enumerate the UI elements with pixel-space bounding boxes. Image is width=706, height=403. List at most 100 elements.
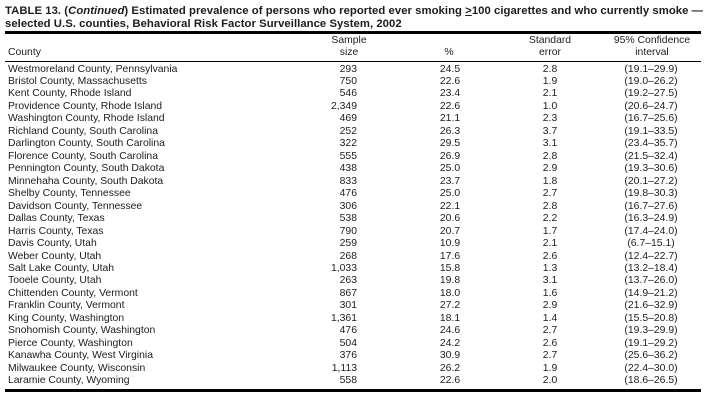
cell-confidence-interval: (19.1–29.9): [624, 63, 678, 75]
table-row: Salt Lake County, Utah 1,033 15.8 1.3 (1…: [0, 263, 706, 275]
cell-county: Westmoreland County, Pennsylvania: [8, 63, 178, 75]
cell-sample-size: 538: [339, 213, 357, 225]
table-row: Kent County, Rhode Island 546 23.4 2.1 (…: [0, 88, 706, 100]
column-header-county: County: [8, 47, 41, 58]
cell-county: Davis County, Utah: [8, 238, 97, 250]
table-title-line2: selected U.S. counties, Behavioral Risk …: [5, 17, 402, 30]
cell-percent: 30.9: [439, 350, 461, 362]
cell-county: Washington County, Rhode Island: [8, 113, 165, 125]
cell-standard-error: 1.9: [542, 362, 558, 374]
cell-sample-size: 1,361: [330, 312, 357, 324]
cell-standard-error: 2.9: [542, 163, 558, 175]
table-title: TABLE 13. (Continued) Estimated prevalen…: [5, 5, 703, 31]
cell-standard-error: 2.8: [542, 150, 558, 162]
cell-sample-size: 867: [339, 287, 357, 299]
cell-sample-size: 306: [339, 200, 357, 212]
table-row: Chittenden County, Vermont 867 18.0 1.6 …: [0, 288, 706, 300]
column-header-sample-size-line1: Sample: [331, 35, 367, 46]
cell-county: Snohomish County, Washington: [8, 325, 156, 337]
cell-sample-size: 2,349: [330, 100, 357, 112]
cell-percent: 25.0: [439, 188, 461, 200]
title-line1-rest: 100 cigarettes and who currently smoke —: [471, 5, 703, 17]
cell-confidence-interval: (21.5–32.4): [624, 150, 678, 162]
cell-county: Dallas County, Texas: [8, 213, 105, 225]
cell-sample-size: 476: [339, 188, 357, 200]
title-after-paren: ) Estimated prevalence of persons who re…: [124, 5, 466, 17]
table-row: Pierce County, Washington 504 24.2 2.6 (…: [0, 338, 706, 350]
cell-county: Kanawha County, West Virginia: [8, 350, 153, 362]
cell-county: Salt Lake County, Utah: [8, 263, 115, 274]
cell-standard-error: 2.7: [542, 325, 558, 337]
cell-standard-error: 1.9: [542, 75, 558, 87]
cell-sample-size: 1,113: [331, 362, 357, 374]
cell-sample-size: 546: [339, 88, 357, 100]
table-row: Weber County, Utah 268 17.6 2.6 (12.4–22…: [0, 251, 706, 263]
cell-county: Kent County, Rhode Island: [8, 88, 132, 100]
table-row: Tooele County, Utah 263 19.8 3.1 (13.7–2…: [0, 275, 706, 287]
cell-confidence-interval: (14.9–21.2): [624, 287, 678, 299]
cell-sample-size: 469: [339, 113, 357, 125]
cell-county: Providence County, Rhode Island: [8, 100, 163, 112]
cell-county: Bristol County, Massachusetts: [8, 75, 147, 87]
cell-confidence-interval: (22.4–30.0): [624, 362, 678, 374]
cell-percent: 20.6: [439, 213, 461, 225]
cell-sample-size: 322: [339, 138, 357, 150]
table-row: Dallas County, Texas 538 20.6 2.2 (16.3–…: [0, 213, 706, 225]
cell-sample-size: 252: [339, 125, 357, 137]
cell-confidence-interval: (19.8–30.3): [624, 188, 678, 200]
cell-standard-error: 2.8: [542, 63, 558, 75]
cell-sample-size: 259: [339, 238, 357, 250]
cell-confidence-interval: (21.6–32.9): [624, 300, 678, 312]
cell-standard-error: 2.0: [542, 375, 558, 387]
cell-sample-size: 293: [339, 63, 357, 75]
cell-percent: 26.2: [439, 362, 461, 374]
table-row: Providence County, Rhode Island 2,349 22…: [0, 101, 706, 113]
cell-percent: 22.6: [439, 100, 461, 112]
cell-county: Florence County, South Carolina: [8, 150, 158, 162]
cell-standard-error: 1.0: [542, 100, 558, 112]
cell-standard-error: 2.6: [542, 250, 558, 262]
bottom-rule: [5, 388, 701, 392]
cell-standard-error: 1.8: [542, 175, 558, 187]
table-row: Laramie County, Wyoming 558 22.6 2.0 (18…: [0, 375, 706, 387]
cell-standard-error: 3.1: [542, 275, 558, 287]
table-row: Milwaukee County, Wisconsin 1,113 26.2 1…: [0, 363, 706, 375]
cell-county: Laramie County, Wyoming: [8, 375, 130, 387]
cell-percent: 18.1: [439, 312, 461, 324]
cell-confidence-interval: (19.1–33.5): [624, 125, 678, 137]
table-row: Richland County, South Carolina 252 26.3…: [0, 126, 706, 138]
column-header-confidence-interval-line2: interval: [635, 47, 669, 58]
cell-percent: 25.0: [439, 163, 461, 175]
cell-confidence-interval: (13.7–26.0): [624, 275, 678, 287]
cell-county: Minnehaha County, South Dakota: [8, 175, 164, 187]
cell-confidence-interval: (19.0–26.2): [624, 75, 678, 87]
greater-equal-symbol: >: [465, 5, 472, 17]
table-row: Minnehaha County, South Dakota 833 23.7 …: [0, 176, 706, 188]
cell-percent: 23.4: [439, 88, 461, 100]
cell-county: Harris County, Texas: [8, 225, 104, 237]
cell-sample-size: 476: [339, 325, 357, 337]
cell-confidence-interval: (20.6–24.7): [624, 100, 678, 112]
cell-county: Milwaukee County, Wisconsin: [8, 362, 146, 374]
cell-sample-size: 268: [339, 250, 357, 262]
column-header-percent: %: [444, 47, 454, 58]
cell-standard-error: 1.7: [542, 225, 558, 237]
table-row: Westmoreland County, Pennsylvania 293 24…: [0, 64, 706, 76]
cell-percent: 20.7: [439, 225, 461, 237]
cell-standard-error: 2.7: [542, 188, 558, 200]
column-header-confidence-interval-line1: 95% Confidence: [613, 35, 691, 46]
cell-standard-error: 2.6: [542, 337, 558, 349]
cell-percent: 22.6: [439, 75, 461, 87]
cell-confidence-interval: (19.3–29.9): [624, 325, 678, 337]
cell-sample-size: 301: [339, 300, 357, 312]
cell-sample-size: 833: [339, 175, 357, 187]
cell-sample-size: 790: [339, 225, 357, 237]
cell-county: Shelby County, Tennessee: [8, 188, 131, 200]
cell-confidence-interval: (15.5–20.8): [624, 312, 678, 324]
table-row: Florence County, South Carolina 555 26.9…: [0, 151, 706, 163]
cell-county: Davidson County, Tennessee: [8, 200, 143, 212]
cell-confidence-interval: (6.7–15.1): [627, 238, 675, 250]
cell-percent: 21.1: [439, 113, 461, 125]
cell-sample-size: 263: [339, 275, 357, 287]
